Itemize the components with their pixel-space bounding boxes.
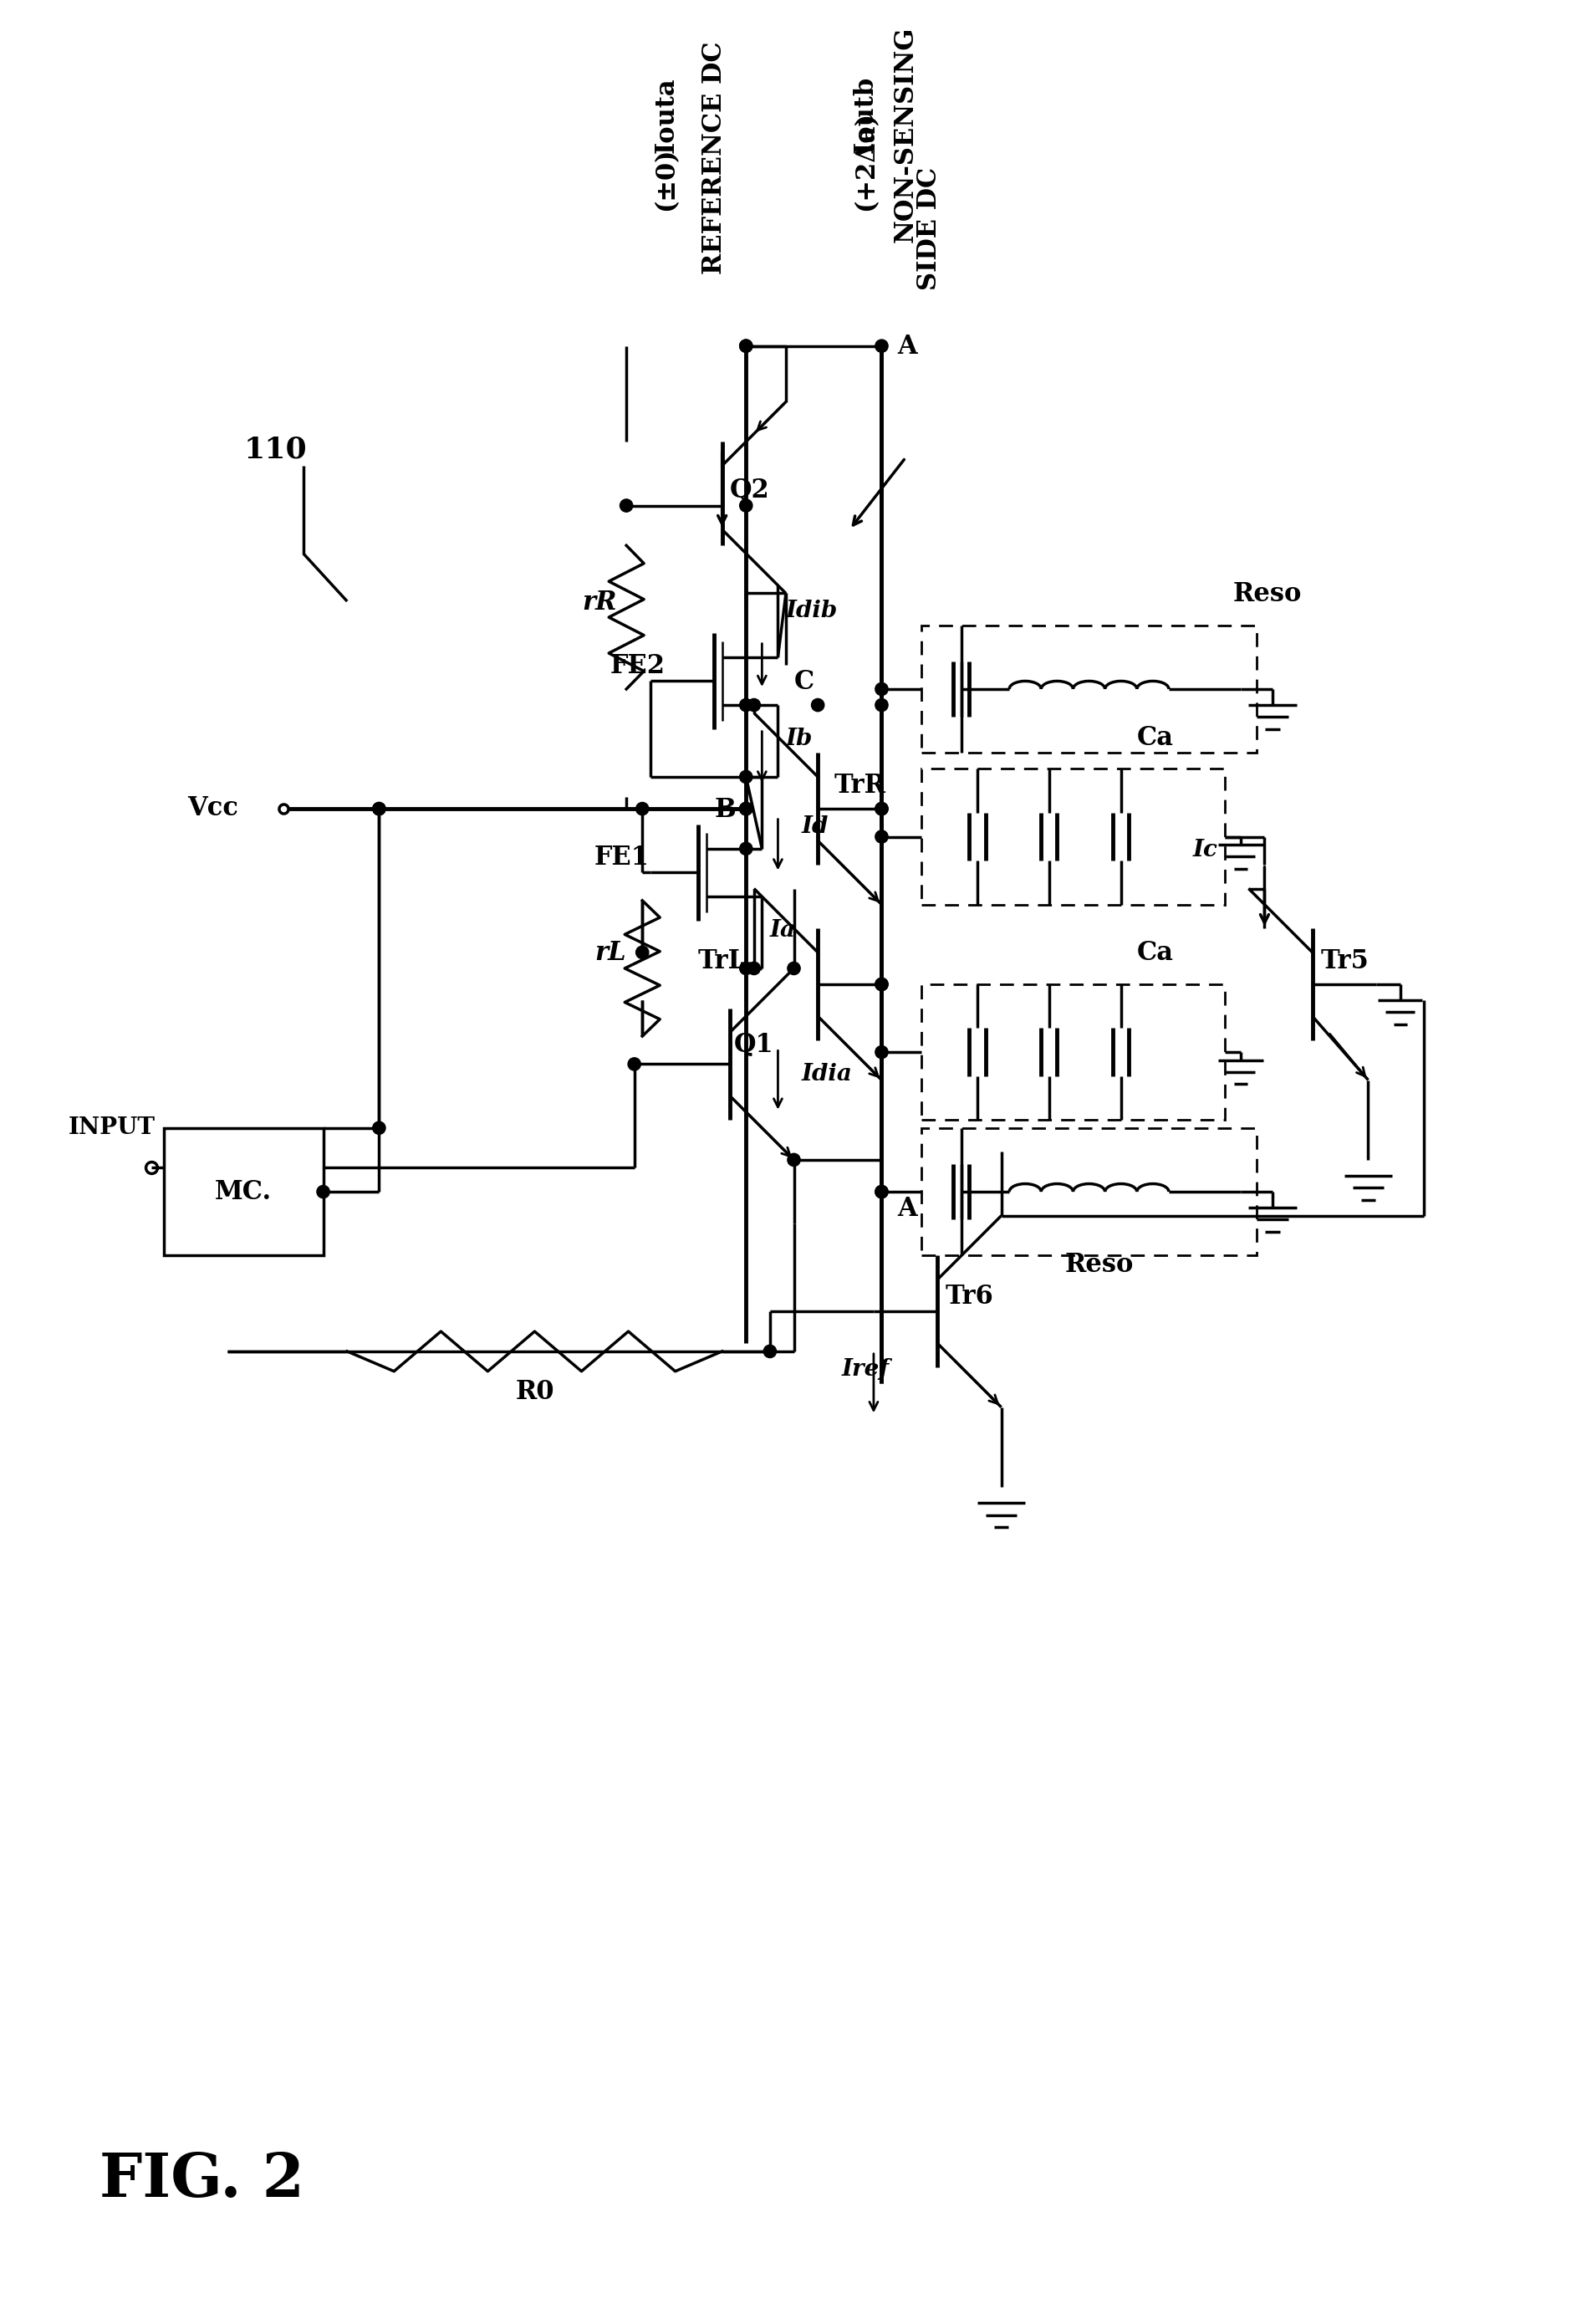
Text: Ic: Ic [1192,839,1218,862]
Circle shape [740,802,753,816]
Text: FIG. 2: FIG. 2 [101,2150,305,2210]
Circle shape [748,700,760,711]
Text: Vcc: Vcc [187,795,239,820]
Text: REFERENCE DC: REFERENCE DC [701,42,727,274]
Circle shape [787,1153,800,1167]
Circle shape [875,1185,888,1199]
Circle shape [740,700,753,711]
Text: Ca: Ca [1137,725,1174,751]
Circle shape [875,700,888,711]
Text: A: A [897,1195,917,1222]
Text: MC.: MC. [215,1178,272,1204]
Circle shape [740,339,753,353]
Text: TrL: TrL [698,948,746,974]
Text: (+2Δa): (+2Δa) [853,112,878,211]
Text: FE2: FE2 [611,653,666,679]
Text: Ioutb: Ioutb [853,77,878,153]
Text: Idib: Idib [786,600,837,623]
Circle shape [875,339,888,353]
Bar [922,985,1225,1120]
Text: SIDE DC: SIDE DC [916,167,943,290]
Text: Reso: Reso [1065,1253,1134,1278]
Text: NON-SENSING: NON-SENSING [892,26,919,242]
Bar [922,769,1225,904]
Circle shape [317,1185,330,1199]
Circle shape [740,339,753,353]
Text: TrR: TrR [834,774,886,799]
Text: Reso: Reso [1233,581,1301,607]
Circle shape [740,802,753,816]
Circle shape [875,978,888,990]
Text: A: A [897,335,917,360]
Circle shape [748,962,760,974]
Text: INPUT: INPUT [68,1116,156,1139]
Circle shape [740,500,753,511]
Circle shape [372,1122,385,1134]
Circle shape [636,946,649,960]
Text: R0: R0 [515,1378,555,1406]
Circle shape [636,802,649,816]
Text: Idia: Idia [801,1062,853,1085]
Text: Id: Id [801,816,829,837]
Text: 110: 110 [244,435,306,462]
Text: Q1: Q1 [734,1032,775,1057]
Text: C: C [793,669,814,695]
Circle shape [740,772,753,783]
Circle shape [372,802,385,816]
Circle shape [764,1346,776,1357]
Text: Iouta: Iouta [654,77,679,153]
Text: Iref: Iref [842,1357,889,1380]
Circle shape [621,500,633,511]
Circle shape [875,683,888,695]
Text: rL: rL [594,941,625,967]
Circle shape [875,830,888,844]
Bar [922,625,1257,753]
Circle shape [875,978,888,990]
Text: Q2: Q2 [731,476,770,504]
Circle shape [740,962,753,974]
Text: B: B [715,797,735,823]
Circle shape [875,802,888,816]
Circle shape [812,700,825,711]
Text: FE1: FE1 [594,844,649,872]
Circle shape [875,802,888,816]
Text: Ia: Ia [770,918,796,941]
Text: Tr5: Tr5 [1320,948,1368,974]
Circle shape [740,841,753,855]
Circle shape [875,1185,888,1199]
Circle shape [740,802,753,816]
Text: rR: rR [583,590,617,616]
Bar [163,1127,324,1255]
Circle shape [787,962,800,974]
Text: (±0): (±0) [654,146,679,211]
Text: Tr6: Tr6 [946,1283,994,1308]
Text: Ib: Ib [786,727,812,751]
Text: Ca: Ca [1137,941,1174,967]
Circle shape [372,802,385,816]
Circle shape [875,1046,888,1057]
Circle shape [628,1057,641,1071]
Bar [922,1127,1257,1255]
